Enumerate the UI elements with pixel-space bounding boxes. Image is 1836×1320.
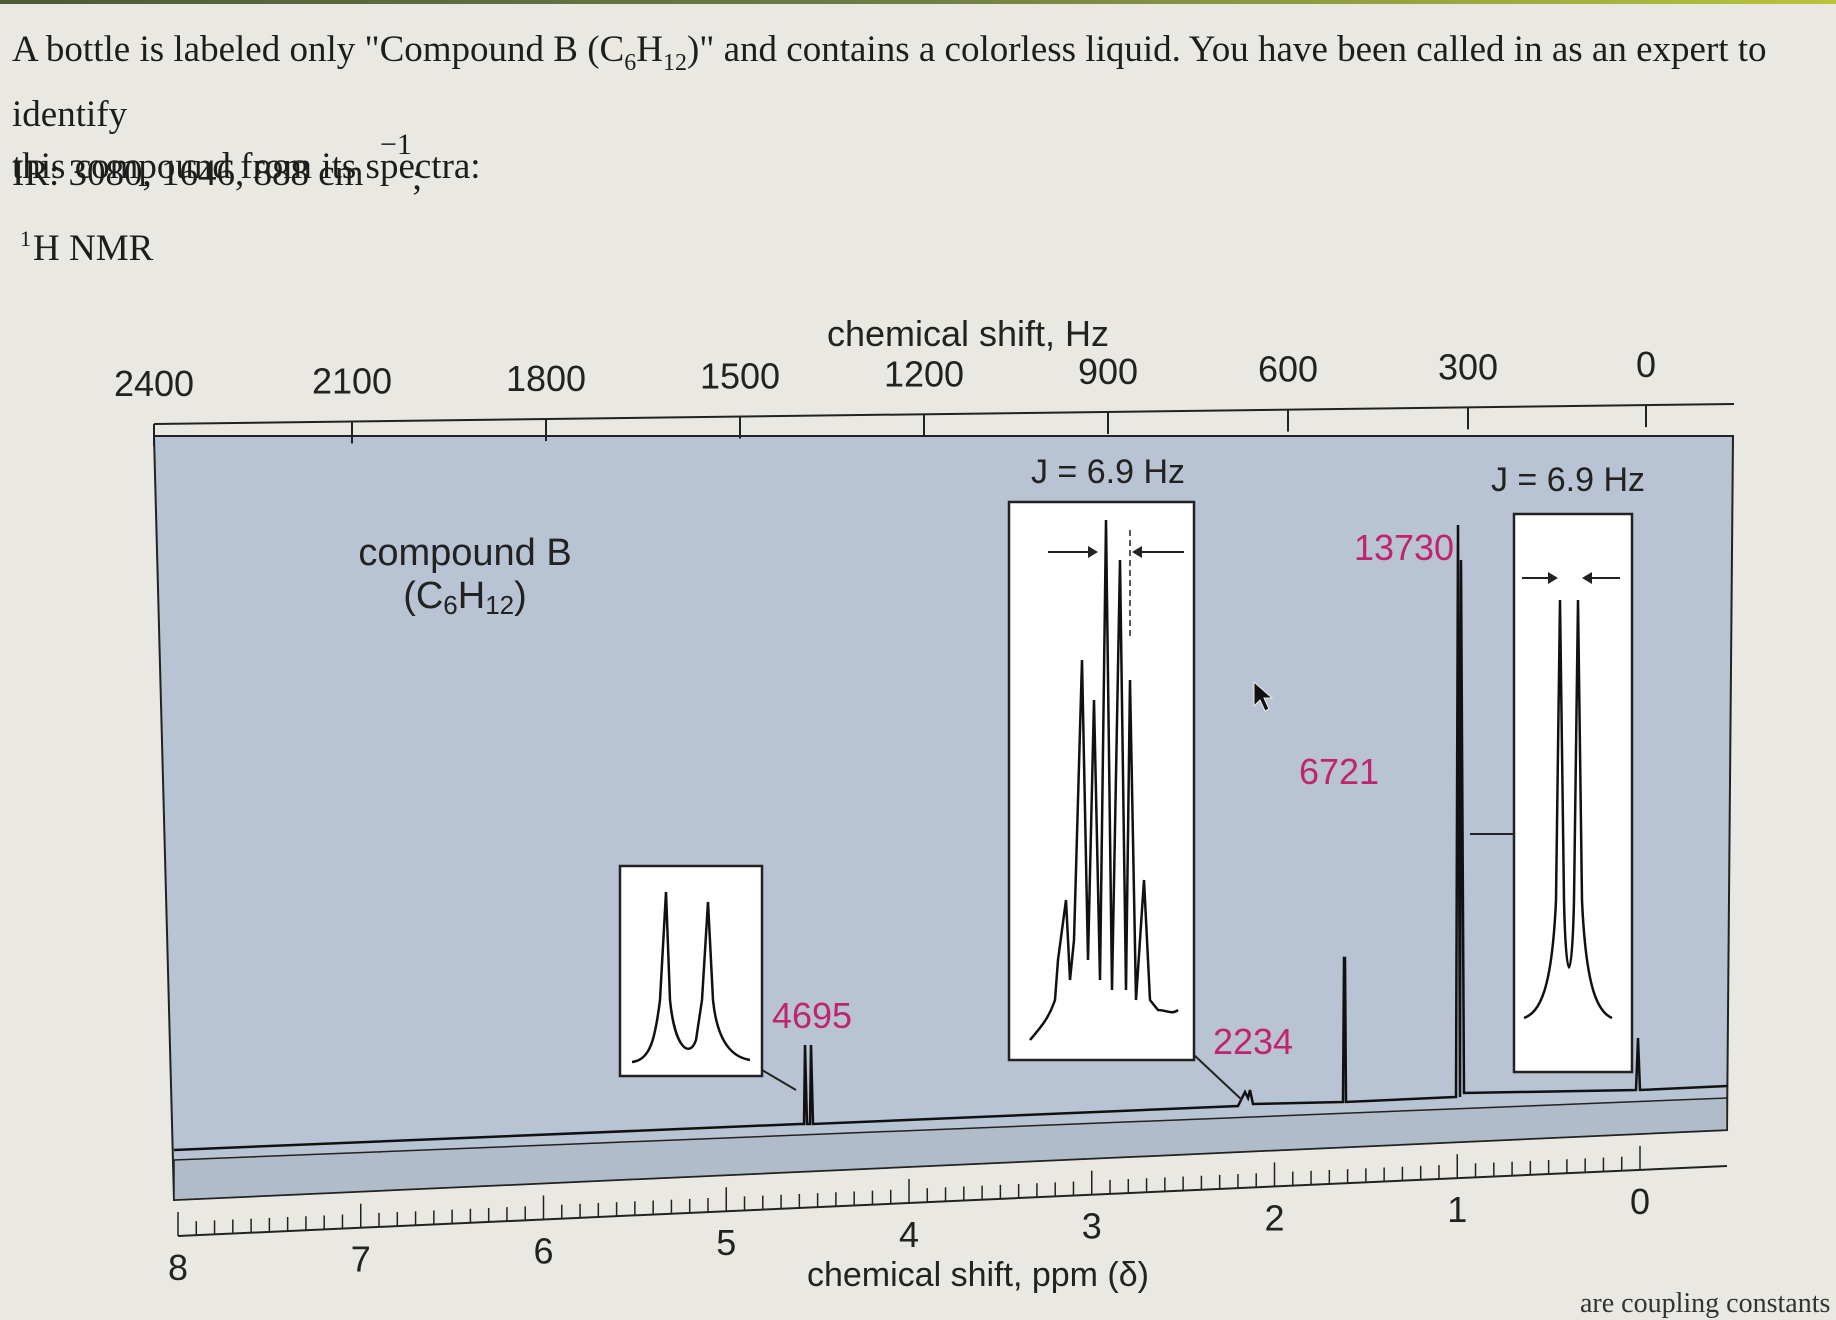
- compound-label: compound B: [358, 532, 571, 574]
- bottom-tick-label-5: 5: [716, 1222, 736, 1263]
- top-color-strip: [0, 0, 1836, 4]
- j-arrowhead-right-2: [1582, 572, 1592, 584]
- j-arrowhead-right-1: [1132, 546, 1142, 558]
- inset-doublet: [1512, 512, 1634, 1074]
- nmr-heading: 1H NMR: [20, 226, 153, 270]
- top-axis-line: [153, 403, 1735, 425]
- problem-line-2: this compound from its spectra:: [12, 146, 481, 187]
- top-tick-label-2100: 2100: [312, 360, 392, 401]
- nmr-heading-text: H NMR: [33, 228, 154, 269]
- inset-vinyl-peaks: [618, 864, 764, 1078]
- top-tick-label-2400: 2400: [114, 363, 194, 404]
- top-tick-label-600: 600: [1258, 349, 1318, 390]
- bottom-tick-label-0: 0: [1630, 1181, 1650, 1222]
- coupling-label-multiplet: J = 6.9 Hz: [1031, 453, 1185, 491]
- bottom-axis-title: chemical shift, ppm (δ): [807, 1256, 1149, 1294]
- ir-data: IR: 3080, 1646, 888 cm: [12, 153, 364, 194]
- nmr-isotope-sup: 1: [20, 226, 31, 251]
- bottom-tick-label-6: 6: [533, 1230, 553, 1271]
- bottom-tick-label-1: 1: [1447, 1189, 1467, 1230]
- bottom-tick-label-7: 7: [351, 1239, 371, 1280]
- top-tick-label-300: 300: [1438, 346, 1498, 387]
- integral-2234: 2234: [1213, 1021, 1293, 1062]
- ir-semicolon: ;: [412, 157, 423, 198]
- bottom-tick-label-4: 4: [899, 1214, 919, 1255]
- inset-vinyl-trace: [631, 891, 751, 1064]
- top-tick-label-1800: 1800: [506, 358, 586, 399]
- inset-doublet-trace: [1523, 599, 1613, 1020]
- spectrum-trace: [173, 524, 1728, 1152]
- j-arrowhead-left-2: [1548, 572, 1558, 584]
- top-tick-label-1500: 1500: [700, 356, 780, 397]
- inset-multiplet-leader: [1193, 1054, 1243, 1101]
- bottom-axis-line: [177, 1165, 1728, 1237]
- intro-text-start: A bottle is labeled only "Compound B (C: [12, 29, 625, 70]
- integral-6721: 6721: [1299, 751, 1379, 792]
- bottom-axis-ticks: 8 7 6 5 4 3 2 1 0: [168, 1145, 1650, 1288]
- integral-13730: 13730: [1354, 527, 1454, 568]
- problem-line-1: A bottle is labeled only "Compound B (C6…: [12, 24, 1832, 141]
- formula-sub-6: 6: [624, 50, 637, 76]
- formula-sub-12: 12: [662, 50, 687, 76]
- top-axis-title: chemical shift, Hz: [827, 313, 1109, 354]
- plot-baseline-strip: [173, 1097, 1728, 1201]
- ir-unit-superscript: −1: [380, 128, 412, 161]
- top-tick-label-900: 900: [1078, 351, 1138, 392]
- coupling-label-doublet: J = 6.9 Hz: [1491, 461, 1645, 499]
- mouse-cursor-icon: [1253, 680, 1274, 712]
- top-tick-label-0: 0: [1636, 344, 1656, 385]
- inset-vinyl-leader: [761, 1069, 797, 1091]
- top-axis-ticks: 2400 2100 1800 1500 1200 900 600 300 0: [114, 344, 1656, 446]
- bottom-tick-label-2: 2: [1264, 1197, 1284, 1238]
- compound-formula: (C6H12): [403, 575, 527, 620]
- j-arrowhead-left-1: [1088, 546, 1098, 558]
- integral-4695: 4695: [772, 995, 852, 1036]
- problem-statement: A bottle is labeled only "Compound B (C6…: [12, 24, 1832, 193]
- formula-h: H: [636, 29, 663, 70]
- bottom-cut-off-text: are coupling constants: [1580, 1288, 1831, 1319]
- top-tick-label-1200: 1200: [884, 353, 964, 394]
- intro-text-end: )" and contains a colorless liquid. You …: [12, 29, 1767, 135]
- bottom-tick-label-8: 8: [168, 1247, 188, 1288]
- bottom-tick-label-3: 3: [1082, 1206, 1102, 1247]
- inset-multiplet-trace: [1029, 519, 1179, 1041]
